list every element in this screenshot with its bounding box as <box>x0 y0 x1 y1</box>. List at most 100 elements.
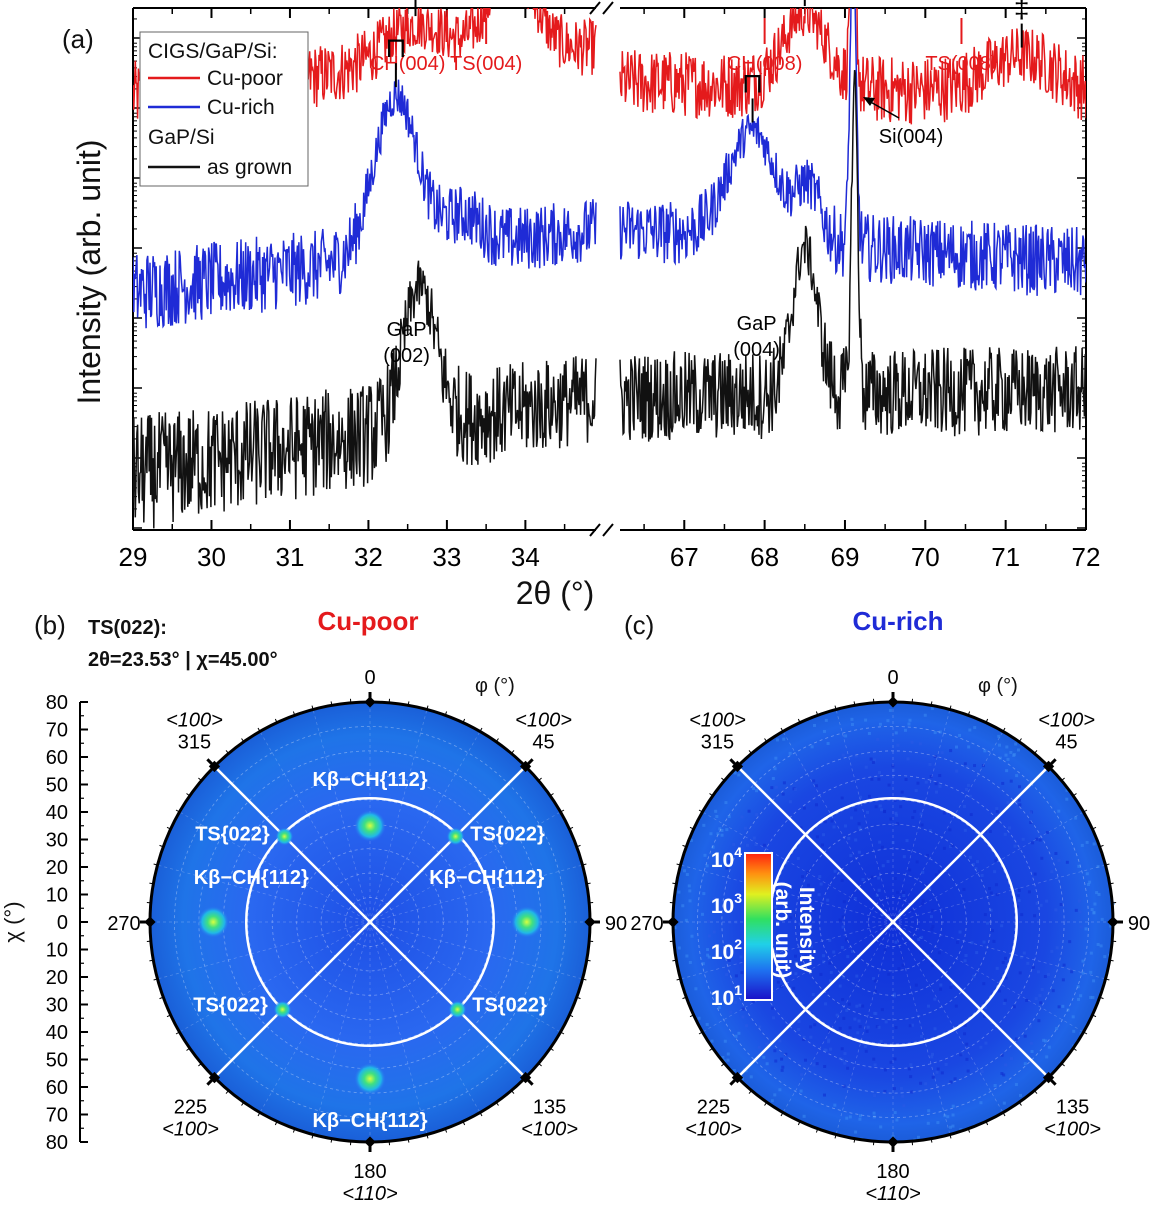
direction-label: <100> <box>515 709 572 731</box>
spot-label: Kβ−CH{112} <box>194 867 309 889</box>
reference-label: CH(004) <box>370 53 446 75</box>
spot-label: Kβ−CH{112} <box>312 1110 427 1132</box>
direction-label: <100> <box>521 1119 578 1141</box>
chi-axis: 80 70 60 50 40 30 20 10 0 10 20 30 40 50 60 70 80 <box>46 692 88 1154</box>
chi-tick-label: 10 <box>46 940 68 962</box>
phi-tick-label: 135 <box>1056 1097 1089 1119</box>
x-tick-label: 30 <box>197 542 226 572</box>
annotation-gap-004: GaP <box>737 313 777 335</box>
legend-entry-cu-rich: Cu-rich <box>207 96 275 119</box>
chi-tick-label: 50 <box>46 775 68 797</box>
phi-tick-label: 45 <box>1055 731 1077 753</box>
series-line-as-grown <box>133 260 597 529</box>
direction-label: <100> <box>1038 709 1095 731</box>
chi-tick-label: 0 <box>57 912 68 934</box>
colorbar-tick-label: 102 <box>711 936 742 964</box>
chi-tick-label: 60 <box>46 1077 68 1099</box>
pole-spot <box>197 906 230 938</box>
pole-figure-cu-rich: (c) Cu-rich 045<100>90135<100>180<110>22… <box>624 606 1150 1205</box>
y-axis-label: Intensity (arb. unit) <box>71 140 107 405</box>
reference-label: TS(004) <box>450 53 522 75</box>
chi-tick-label: 20 <box>46 967 68 989</box>
spot-label: Kβ−CH{112} <box>429 867 544 889</box>
peak-markers: ⊓‡⊓‡⊓⊓ <box>385 0 1030 123</box>
x-tick-label: 72 <box>1072 542 1101 572</box>
legend-group-cigs: CIGS/GaP/Si: <box>148 40 278 63</box>
direction-label: <100> <box>166 709 223 731</box>
colorbar-tick-label: 104 <box>711 844 742 872</box>
direction-line <box>736 765 1050 1079</box>
peak-symbol: ⊓ <box>742 67 764 98</box>
chi-tick-label: 50 <box>46 1050 68 1072</box>
direction-label: <100> <box>162 1119 219 1141</box>
phi-label-b: φ (°) <box>475 675 515 697</box>
phi-tick-label: 45 <box>532 731 554 753</box>
series-line-cu-rich <box>133 79 597 329</box>
legend-group-gap: GaP/Si <box>148 126 215 149</box>
spot-label: Kβ−CH{112} <box>312 769 427 791</box>
pole-spot <box>510 906 543 938</box>
phi-tick-label: 270 <box>630 913 663 935</box>
legend-entry-as-grown: as grown <box>207 156 292 179</box>
chi-tick-label: 80 <box>46 1132 68 1154</box>
annotation-gap-002: GaP <box>387 319 427 341</box>
peak-symbol: ⊓ <box>385 32 407 63</box>
x-tick-label: 33 <box>432 542 461 572</box>
x-tick-label: 29 <box>119 542 148 572</box>
chi-tick-label: 40 <box>46 802 68 824</box>
panel-b-note-line2: 2θ=23.53° | χ=45.00° <box>88 649 278 671</box>
phi-tick-label: 225 <box>174 1097 207 1119</box>
colorbar-label: Intensity <box>795 887 818 974</box>
x-tick-label: 32 <box>354 542 383 572</box>
annotation-gap-004-plane: (004) <box>733 339 780 361</box>
panel-b-note-line1: TS(022): <box>88 617 167 639</box>
direction-label: <100> <box>1044 1119 1101 1141</box>
pole-spots: Kβ−CH{112} Kβ−CH{112} Kβ−CH{112} Kβ−CH{112}… <box>193 769 547 1132</box>
direction-label: <110> <box>865 1183 920 1205</box>
x-tick-label: 71 <box>991 542 1020 572</box>
direction-label: <100> <box>685 1119 742 1141</box>
pole-figure-cu-poor: (b) TS(022): 2θ=23.53° | χ=45.00° Cu-poo… <box>0 606 627 1205</box>
x-tick-label: 69 <box>831 542 860 572</box>
chi-tick-label: 30 <box>46 995 68 1017</box>
panel-a-label: (a) <box>62 24 94 54</box>
spot-label: TS{022} <box>470 823 545 845</box>
series-line-cu-poor <box>619 8 1086 125</box>
panel-c-title: Cu-rich <box>853 606 944 636</box>
chi-tick-label: 80 <box>46 692 68 714</box>
legend: CIGS/GaP/Si: Cu-poor Cu-rich GaP/Si as g… <box>139 31 309 187</box>
spot-label: TS{022} <box>195 823 270 845</box>
direction-label: <100> <box>689 709 746 731</box>
phi-tick-label: 180 <box>353 1161 386 1183</box>
panel-b-title: Cu-poor <box>317 606 418 636</box>
chi-tick-label: 30 <box>46 830 68 852</box>
panel-c-label: (c) <box>624 610 654 640</box>
annotation-gap-002-plane: (002) <box>383 345 430 367</box>
phi-label-c: φ (°) <box>978 675 1018 697</box>
xrd-panel: (a) 29 30 31 32 33 34 67 68 69 70 71 72 2θ (°) Inte… <box>62 0 1100 611</box>
legend-entry-cu-poor: Cu-poor <box>207 67 283 90</box>
colorbar-label-unit: (arb. unit) <box>771 882 794 979</box>
series-line-as-grown <box>619 69 1086 442</box>
chi-tick-label: 20 <box>46 857 68 879</box>
panel-b-label: (b) <box>34 610 66 640</box>
pole-spot <box>273 1000 292 1019</box>
chi-axis-label: χ (°) <box>0 901 25 942</box>
phi-tick-label: 0 <box>887 667 898 689</box>
peak-symbol: ‡ <box>1014 0 1030 24</box>
x-tick-label: 34 <box>511 542 540 572</box>
colorbar-tick-label: 103 <box>711 890 742 918</box>
chi-tick-label: 10 <box>46 885 68 907</box>
annotation-si-004: Si(004) <box>879 126 943 148</box>
phi-tick-label: 90 <box>1128 913 1150 935</box>
direction-line <box>213 765 527 1079</box>
pole-spot <box>446 827 465 846</box>
phi-tick-label: 180 <box>876 1161 909 1183</box>
chi-tick-label: 70 <box>46 1105 68 1127</box>
pole-spot <box>448 1000 467 1019</box>
phi-tick-label: 315 <box>701 731 734 753</box>
x-tick-label: 70 <box>911 542 940 572</box>
chi-tick-label: 40 <box>46 1022 68 1044</box>
annotations: GaP (002) GaP (004) Si(004) <box>383 97 943 367</box>
